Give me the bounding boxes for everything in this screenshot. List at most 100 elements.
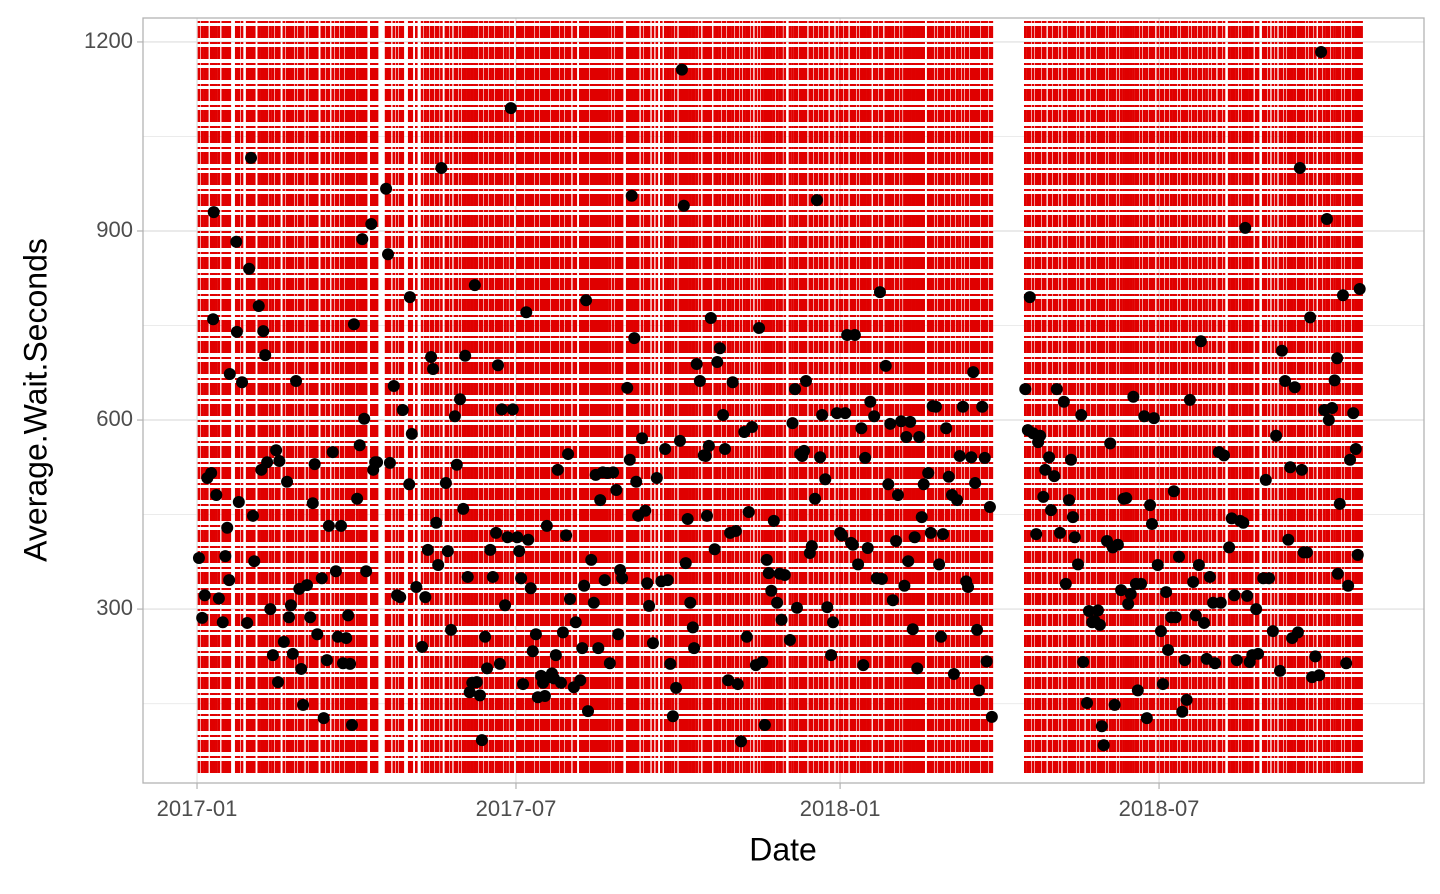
point [335,519,348,532]
point [758,719,771,732]
point [1075,408,1088,421]
point [1180,693,1193,706]
point [281,475,294,488]
point [317,712,330,725]
point [192,552,205,565]
point [947,667,960,680]
point [448,410,461,423]
point [479,630,492,643]
point [569,616,582,629]
point [1288,381,1301,394]
point [578,579,591,592]
point [729,524,742,537]
point [859,451,872,464]
point [745,420,758,433]
x-tick-label: 2018-01 [800,796,881,821]
point [320,654,333,667]
point [742,506,755,519]
point [252,299,265,312]
point [473,689,486,702]
point [504,102,517,115]
point [677,199,690,212]
point [230,325,243,338]
point [1351,548,1364,561]
point [765,584,778,597]
point [646,637,659,650]
point [322,519,335,532]
point [524,582,537,595]
point [783,633,796,646]
point [726,376,739,389]
point [821,601,834,614]
point [731,678,744,691]
point [1122,598,1135,611]
point [506,403,519,416]
x-tick-label: 2017-07 [476,796,557,821]
point [207,313,220,326]
point [522,533,535,546]
point [421,543,434,556]
point [1331,352,1344,365]
point [1241,589,1254,602]
point [272,676,285,689]
point [639,504,652,517]
point [643,599,656,612]
point [767,514,780,527]
point [836,529,849,542]
point [740,630,753,643]
point [1054,526,1067,539]
point [358,412,371,425]
point [1172,550,1185,563]
point [304,611,317,624]
y-tick-label: 300 [96,595,133,620]
point [641,577,654,590]
point [771,596,784,609]
point [839,407,852,420]
point [345,719,358,732]
y-axis-title: Average.Wait.Seconds [17,238,53,562]
point [900,431,913,444]
point [347,318,360,331]
point [284,599,297,612]
point [1144,499,1157,512]
point [1048,470,1061,483]
point [1135,577,1148,590]
point [1127,390,1140,403]
point [1282,533,1295,546]
point [1077,656,1090,669]
point [1326,402,1339,415]
point [1111,538,1124,551]
point [246,509,259,522]
point [873,286,886,299]
point [775,613,788,626]
point [778,569,791,582]
point [210,489,223,502]
point [1349,443,1362,456]
point [1104,437,1117,450]
point [722,674,735,687]
point [942,470,955,483]
point [582,705,595,718]
point [855,422,868,435]
point [574,674,587,687]
point [457,502,470,515]
point [846,538,859,551]
point [1154,625,1167,638]
point [890,535,903,548]
point [1304,311,1317,324]
point [1273,664,1286,677]
point [491,359,504,372]
point [978,451,991,464]
point [607,466,620,479]
point [1120,492,1133,505]
point [403,478,416,491]
point [1284,461,1297,474]
point [1275,344,1288,357]
point [1228,589,1241,602]
point [308,458,321,471]
point [236,376,249,389]
point [666,710,679,723]
point [196,611,209,624]
point [419,591,432,604]
point [241,616,254,629]
